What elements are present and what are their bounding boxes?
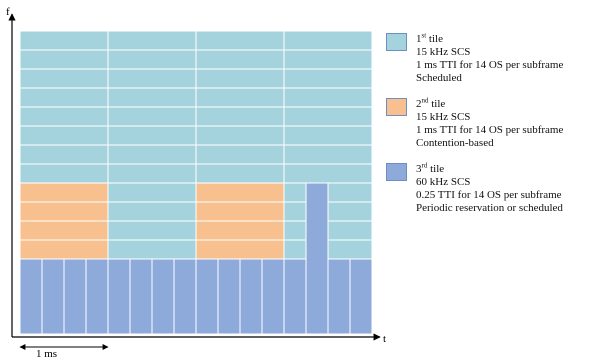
scheduled-tile [107,87,197,108]
scheduled-tile [283,144,373,165]
scheduled-tile [283,49,373,70]
scheduled-tile [195,106,285,127]
scheduled-tile [195,144,285,165]
scheduled-tile [283,68,373,89]
legend-text-tile-2: 2nd tile 15 kHz SCS 1 ms TTI for 14 OS p… [416,96,564,150]
scheduled-tile [19,87,109,108]
legend-line: 15 kHz SCS [416,111,471,123]
periodic-tile [85,258,109,335]
periodic-tile [239,258,263,335]
legend-title: 1st tile [416,31,443,45]
scheduled-tile [195,125,285,146]
scheduled-tile [19,106,109,127]
scheduled-tile [195,68,285,89]
periodic-tile [129,258,153,335]
scheduled-tile [19,68,109,89]
periodic-tile [41,258,65,335]
legend-text-tile-1: 1st tile 15 kHz SCS 1 ms TTI for 14 OS p… [416,31,564,85]
periodic-tile [261,258,285,335]
scheduled-tile [19,125,109,146]
periodic-tile [173,258,197,335]
contention-tile [19,220,109,241]
y-axis-label: f [6,6,10,18]
periodic-tile [63,258,87,335]
scheduled-tile [19,49,109,70]
periodic-tile [283,258,307,335]
scheduled-tile [107,239,197,260]
periodic-tile [305,182,329,335]
scheduled-tile [283,125,373,146]
legend-line: 1 ms TTI for 14 OS per subframe [416,124,564,136]
scheduled-tile [283,163,373,184]
scheduled-tile [107,163,197,184]
scheduled-tile [195,87,285,108]
legend-line: 60 kHz SCS [416,176,471,188]
scheduled-tile [107,220,197,241]
contention-tile [195,239,285,260]
contention-tile [195,201,285,222]
periodic-tile [349,258,373,335]
periodic-tile [107,258,131,335]
scheduled-tile [195,49,285,70]
scheduled-tile [107,68,197,89]
scheduled-tile [19,30,109,51]
legend-line: 15 kHz SCS [416,46,471,58]
scheduled-tile [283,30,373,51]
scale-label: 1 ms [36,348,57,359]
scheduled-tile [195,163,285,184]
legend-swatch-tile-2 [386,98,407,116]
legend-title: 2nd tile [416,96,446,110]
legend-line: Contention-based [416,137,494,149]
periodic-tile [217,258,241,335]
periodic-tile [327,258,351,335]
scheduled-tile [195,30,285,51]
legend-line: Scheduled [416,72,462,84]
contention-tile [195,220,285,241]
legend-text-tile-3: 3rd tile 60 kHz SCS 0.25 TTI for 14 OS p… [416,161,563,215]
contention-tile [19,201,109,222]
scheduled-tile [283,106,373,127]
scheduled-tile [19,144,109,165]
legend-title: 3rd tile [416,161,445,175]
scheduled-tile [283,87,373,108]
periodic-tile [151,258,175,335]
scheduled-tile [107,106,197,127]
scheduled-tile [107,182,197,203]
legend-swatch-tile-3 [386,163,407,181]
legend-line: Periodic reservation or scheduled [416,202,563,214]
periodic-tile [195,258,219,335]
legend-line: 1 ms TTI for 14 OS per subframe [416,59,564,71]
contention-tile [195,182,285,203]
scheduled-tile [107,125,197,146]
scheduled-tile [19,163,109,184]
scheduled-tile [107,201,197,222]
scheduled-tile [107,144,197,165]
scheduled-tile [107,49,197,70]
contention-tile [19,239,109,260]
contention-tile [19,182,109,203]
scheduled-tile [107,30,197,51]
x-axis-label: t [383,333,386,345]
legend-swatch-tile-1 [386,33,407,51]
periodic-tile [19,258,43,335]
legend-line: 0.25 TTI for 14 OS per subframe [416,189,562,201]
